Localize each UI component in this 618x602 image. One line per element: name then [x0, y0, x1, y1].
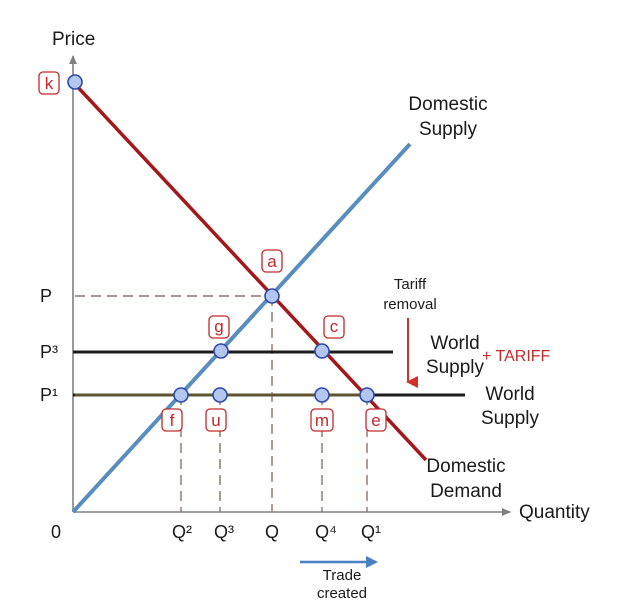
intersection-points [67, 74, 375, 403]
domestic-supply-curve [71, 142, 412, 514]
price-tick-p3: P³ [40, 342, 58, 362]
point-a-box [261, 249, 283, 273]
point-k-marker [67, 74, 83, 90]
tariff-removal-label-line2: removal [383, 296, 436, 313]
qty-tick-q1: Q¹ [361, 522, 381, 542]
world-supply-tariff-label-line2: Supply [426, 357, 485, 378]
point-c-marker [314, 343, 330, 359]
world-supply-label-line1: World [485, 384, 534, 405]
qty-tick-q3: Q³ [214, 522, 234, 542]
domestic-supply-label-line2: Supply [419, 119, 478, 140]
point-e-box [365, 408, 387, 432]
point-a-marker [264, 288, 280, 304]
point-g-marker [213, 343, 229, 359]
point-label-boxes [38, 71, 387, 432]
point-a-label: a [267, 252, 277, 271]
point-labels: k a g c f u m e [45, 74, 381, 430]
world-supply-label-line2: Supply [481, 408, 540, 429]
point-c-box [323, 315, 345, 339]
y-axis-label: Price [52, 29, 95, 50]
domestic-supply-label-line1: Domestic [408, 94, 487, 115]
point-f-marker [173, 387, 189, 403]
qty-tick-q2: Q² [172, 522, 192, 542]
point-k-label: k [45, 74, 54, 93]
qty-tick-q4: Q⁴ [315, 522, 337, 542]
point-m-box [310, 408, 334, 432]
point-u-box [205, 408, 227, 432]
trade-created-label-line1: Trade [323, 567, 362, 584]
point-c-label: c [330, 317, 339, 336]
domestic-demand-label-line2: Demand [430, 481, 502, 502]
point-k-box [38, 71, 60, 95]
point-f-label: f [170, 411, 175, 430]
point-u-marker [212, 387, 228, 403]
qty-tick-q: Q [265, 522, 279, 542]
point-g-label: g [214, 317, 223, 336]
trade-created-label-line2: created [317, 585, 367, 602]
point-e-marker [359, 387, 375, 403]
point-g-box [208, 315, 230, 339]
tariff-removal-label-line1: Tariff [394, 276, 427, 293]
price-tick-p1: P¹ [40, 385, 58, 405]
tariff-suffix-label: + TARIFF [482, 348, 551, 365]
world-supply-tariff-label-line1: World [430, 333, 479, 354]
price-tick-p: P [40, 286, 52, 306]
point-m-marker [314, 387, 330, 403]
x-axis-label: Quantity [519, 502, 590, 523]
origin-label: 0 [51, 522, 61, 542]
point-e-label: e [371, 411, 380, 430]
domestic-demand-label-line1: Domestic [426, 456, 505, 477]
point-f-box [161, 408, 183, 432]
domestic-demand-curve [71, 80, 428, 462]
point-u-label: u [211, 411, 220, 430]
point-m-label: m [315, 411, 329, 430]
